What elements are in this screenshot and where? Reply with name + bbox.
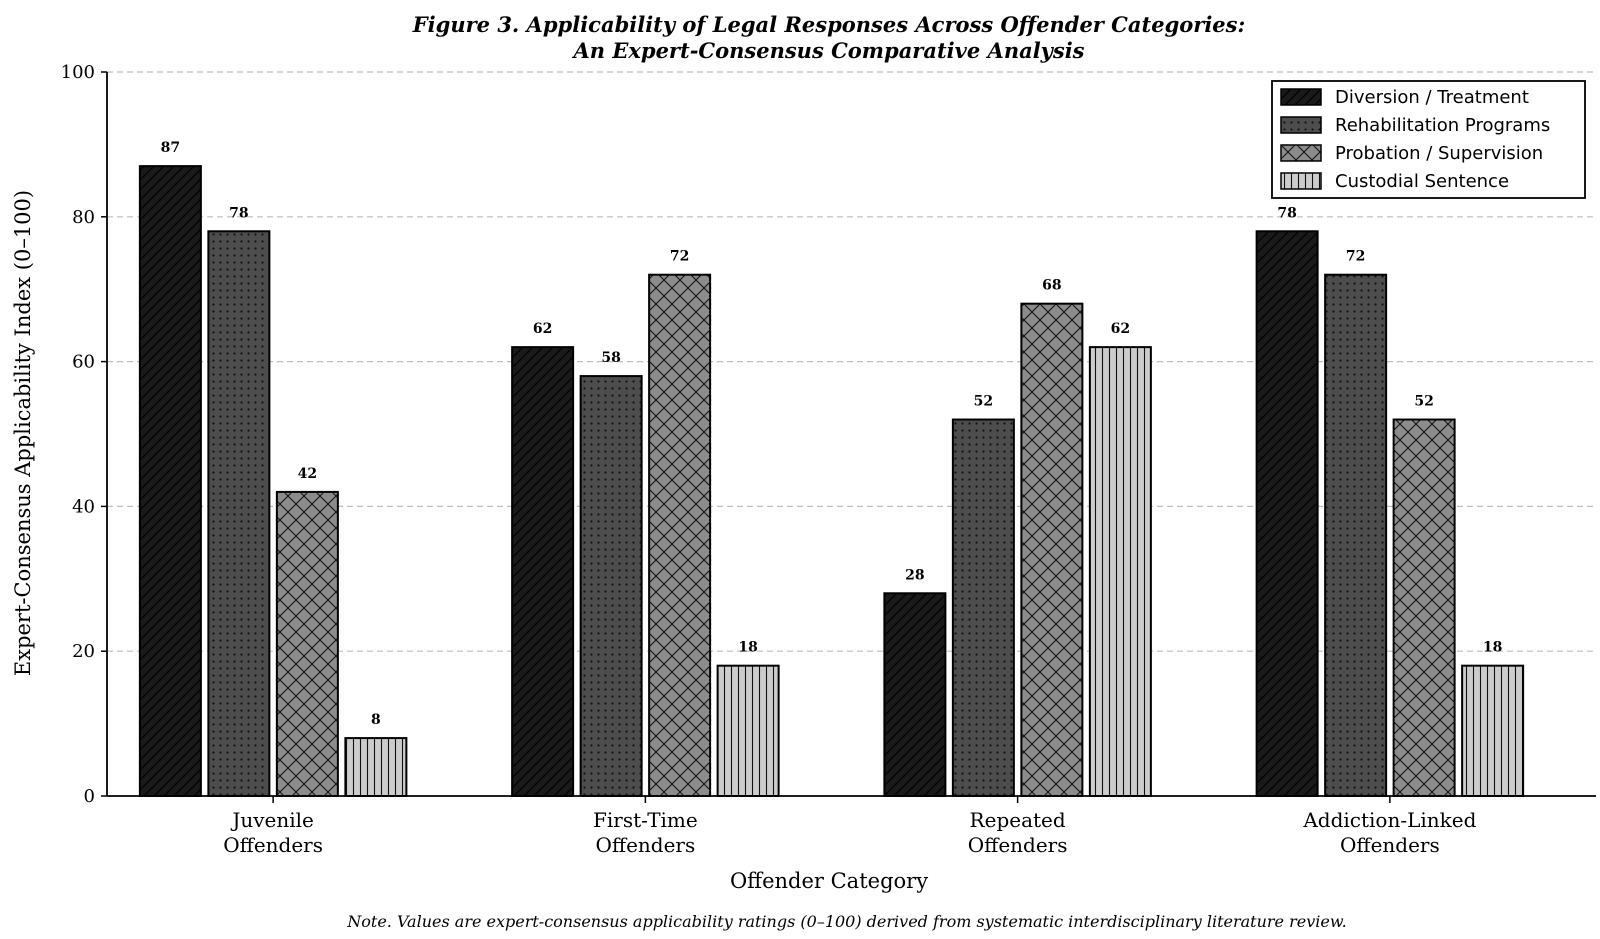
bar	[207, 230, 271, 797]
chart-title-line2: An Expert-Consensus Comparative Analysis	[571, 38, 1084, 63]
y-tick-label: 0	[84, 786, 95, 807]
bar	[1461, 664, 1525, 797]
x-axis: JuvenileOffendersFirst-TimeOffendersRepe…	[107, 795, 1596, 857]
x-tick-label: Offenders	[595, 833, 695, 857]
bar	[716, 664, 780, 797]
y-tick-label: 100	[61, 62, 95, 83]
x-tick-label: Addiction-Linked	[1302, 808, 1476, 832]
bar	[511, 346, 575, 797]
bar-value-label: 62	[1111, 321, 1130, 337]
legend-label: Rehabilitation Programs	[1335, 115, 1550, 136]
bar	[1020, 302, 1084, 797]
bar	[1255, 230, 1319, 797]
bar-value-label: 72	[1346, 249, 1365, 265]
bar	[275, 490, 339, 797]
legend: Diversion / Treatment Rehabilitation Prog…	[1271, 80, 1586, 199]
bar-value-label: 62	[533, 321, 552, 337]
bar-value-label: 68	[1042, 278, 1061, 294]
bar	[883, 592, 947, 798]
x-tick-label: Offenders	[968, 833, 1068, 857]
y-axis-label: Expert-Consensus Applicability Index (0–…	[11, 190, 35, 676]
bar-value-label: 18	[738, 640, 757, 656]
legend-swatch	[1280, 144, 1322, 162]
bar-value-label: 18	[1483, 640, 1502, 656]
x-tick-label: First-Time	[593, 808, 698, 832]
chart-title-line1: Figure 3. Applicability of Legal Respons…	[412, 12, 1245, 37]
bar-value-label: 78	[1277, 205, 1296, 221]
bar-value-label: 52	[1414, 394, 1433, 410]
chart-note: Note. Values are expert-consensus applic…	[346, 912, 1346, 931]
legend-swatch	[1280, 172, 1322, 190]
bar	[951, 418, 1015, 797]
bar	[648, 273, 712, 798]
bar	[344, 737, 408, 798]
x-tick-label: Offenders	[1340, 833, 1440, 857]
bar-value-label: 58	[601, 350, 620, 366]
bar	[138, 165, 202, 797]
bar	[1392, 418, 1456, 797]
bar-value-label: 78	[229, 205, 248, 221]
bar	[579, 375, 643, 797]
y-axis: 0 20 40 60 80 100	[61, 62, 108, 807]
bar-value-label: 42	[298, 466, 317, 482]
bar-value-label: 72	[670, 249, 689, 265]
x-tick-label: Juvenile	[230, 808, 314, 832]
x-tick-label: Repeated	[970, 808, 1066, 832]
bar-value-label: 28	[905, 567, 924, 583]
y-tick-label: 40	[72, 496, 95, 517]
value-labels: 87 78 42 8 62 58 72 18 28 52 68 62 78 72 52 18	[161, 140, 1503, 728]
y-tick-label: 80	[72, 207, 95, 228]
x-tick-label: Offenders	[223, 833, 323, 857]
bar-value-label: 8	[371, 712, 381, 728]
legend-swatch	[1280, 88, 1322, 106]
bar	[1324, 273, 1388, 798]
legend-box	[1271, 80, 1586, 199]
bar	[1088, 346, 1152, 797]
legend-label: Diversion / Treatment	[1335, 87, 1529, 108]
y-tick-label: 60	[72, 352, 95, 373]
bar-value-label: 87	[161, 140, 180, 156]
bars-group	[138, 165, 1525, 798]
legend-swatch	[1280, 116, 1322, 134]
legend-label: Custodial Sentence	[1335, 171, 1509, 192]
y-tick-label: 20	[72, 641, 95, 662]
x-axis-label: Offender Category	[730, 869, 928, 893]
legend-label: Probation / Supervision	[1335, 143, 1543, 164]
bar-value-label: 52	[974, 394, 993, 410]
